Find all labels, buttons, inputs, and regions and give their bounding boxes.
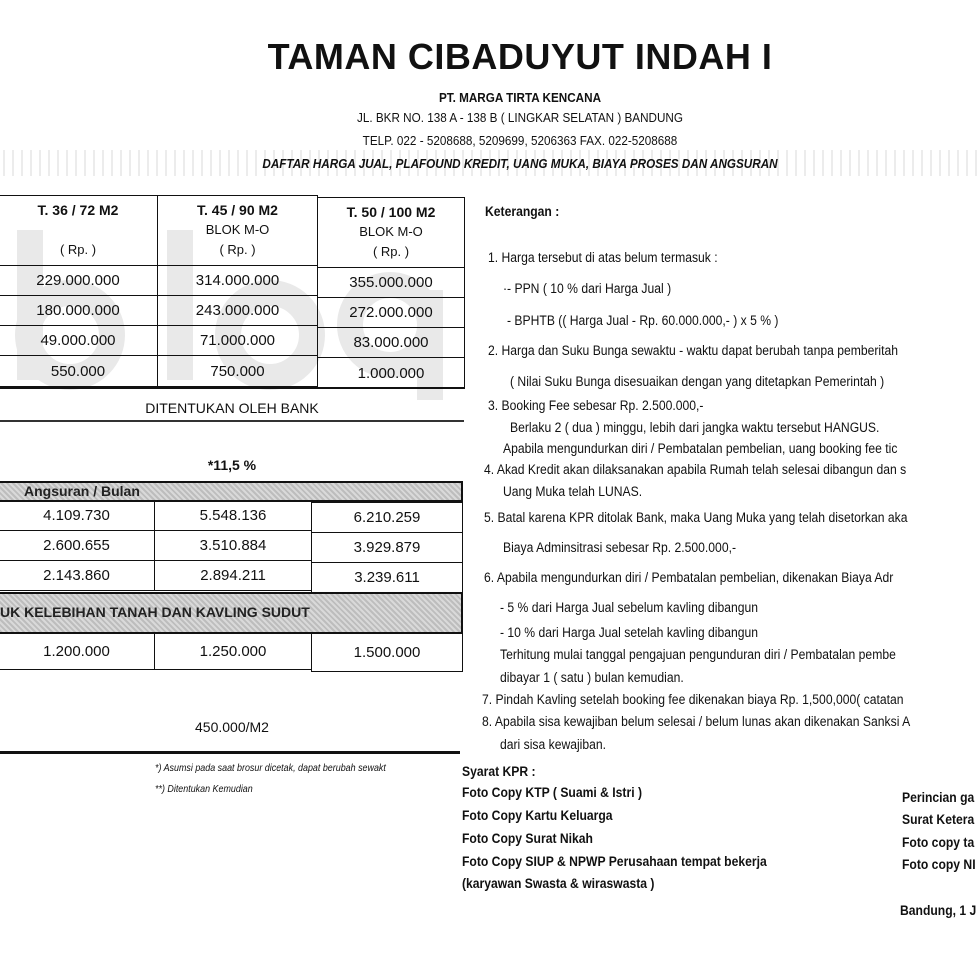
keterangan-line: 5. Batal karena KPR ditolak Bank, maka U… [484,510,908,525]
price-cell: 550.000 [0,355,158,387]
keterangan-line: dari sisa kewajiban. [500,737,607,752]
keterangan-line: 1. Harga tersebut di atas belum termasuk… [488,250,718,265]
column-blok: BLOK M-O [359,224,423,239]
keterangan-line: 6. Apabila mengundurkan diri / Pembatala… [484,570,894,585]
column-header-t50: T. 50 / 100 M2 BLOK M-O ( Rp. ) [317,197,465,268]
syarat-item: Foto Copy Surat Nikah [462,831,593,846]
price-list-subtitle: DAFTAR HARGA JUAL, PLAFOUND KREDIT, UANG… [262,156,778,171]
keterangan-line: 2. Harga dan Suku Bunga sewaktu - waktu … [488,343,899,358]
installment-cell: 2.894.211 [154,560,312,591]
keterangan-line: - 5 % dari Harga Jual sebelum kavling di… [500,600,759,615]
scan-noise-band [0,150,980,176]
syarat-item: Foto Copy SIUP & NPWP Perusahaan tempat … [462,854,767,869]
syarat-right-item: Perincian ga [902,790,975,805]
keterangan-line: dibayar 1 ( satu ) bulan kemudian. [500,670,684,685]
excess-cell: 1.500.000 [311,632,463,672]
column-header-t36: T. 36 / 72 M2 ( Rp. ) [0,195,158,266]
column-unit: ( Rp. ) [372,244,410,259]
excess-land-header: UK KELEBIHAN TANAH DAN KAVLING SUDUT [0,592,463,634]
column-unit: ( Rp. ) [219,242,256,257]
price-cell: 750.000 [157,355,318,387]
column-blok [76,220,80,240]
keterangan-line: 3. Booking Fee sebesar Rp. 2.500.000,- [488,398,704,413]
price-cell: 83.000.000 [317,327,465,358]
installment-cell: 2.600.655 [0,530,155,561]
syarat-title: Syarat KPR : [462,764,536,779]
installment-cell: 3.239.611 [311,562,463,593]
keterangan-line: 4. Akad Kredit akan dilaksanakan apabila… [484,462,907,477]
keterangan-line: Apabila mengundurkan diri / Pembatalan p… [503,441,898,456]
keterangan-line: 7. Pindah Kavling setelah booking fee di… [482,692,904,707]
syarat-right-item: Surat Ketera [902,812,975,827]
price-cell: 272.000.000 [317,297,465,328]
installment-cell: 3.510.884 [154,530,312,561]
installment-cell: 6.210.259 [311,502,463,533]
price-cell: 355.000.000 [317,267,465,298]
phone: TELP. 022 - 5208688, 5209699, 5206363 FA… [362,133,678,148]
syarat-item: (karyawan Swasta & wiraswasta ) [462,876,655,891]
column-blok: BLOK M-O [205,222,270,237]
installment-cell: 4.109.730 [0,500,155,531]
installment-cell: 2.143.860 [0,560,155,591]
bank-note: DITENTUKAN OLEH BANK [145,400,319,416]
syarat-right-item: Foto copy ta [902,835,975,850]
page-title: TAMAN CIBADUYUT INDAH I [267,36,773,77]
address: JL. BKR NO. 138 A - 138 B ( LINGKAR SELA… [357,110,683,125]
price-cell: 229.000.000 [0,265,158,296]
excess-cell: 1.200.000 [0,632,155,670]
divider [0,751,460,754]
price-cell: 180.000.000 [0,295,158,326]
keterangan-line: ·- PPN ( 10 % dari Harga Jual ) [503,281,672,296]
price-cell: 243.000.000 [157,295,318,326]
syarat-item: Foto Copy Kartu Keluarga [462,808,613,823]
divider [0,420,464,422]
footnote: *) Asumsi pada saat brosur dicetak, dapa… [155,762,386,774]
divider [0,387,464,389]
price-cell: 314.000.000 [157,265,318,296]
syarat-right-item: Foto copy NI [902,857,976,872]
syarat-item: Foto Copy KTP ( Suami & Istri ) [462,785,643,800]
installment-cell: 5.548.136 [154,500,312,531]
installment-header: Angsuran / Bulan [0,481,463,502]
date-line: Bandung, 1 J [900,903,977,918]
installment-cell: 3.929.879 [311,532,463,563]
keterangan-line: Berlaku 2 ( dua ) minggu, lebih dari jan… [510,420,880,435]
price-cell: 49.000.000 [0,325,158,356]
excess-cell: 1.250.000 [154,632,312,670]
keterangan-line: Biaya Adminsitrasi sebesar Rp. 2.500.000… [503,540,737,555]
interest-rate: *11,5 % [207,457,257,473]
keterangan-line: ( Nilai Suku Bunga disesuaikan dengan ya… [510,374,885,389]
column-type: T. 36 / 72 M2 [37,202,119,218]
excess-price-per-m2: 450.000/M2 [195,719,269,735]
column-type: T. 45 / 90 M2 [197,202,278,218]
keterangan-line: Terhitung mulai tanggal pengajuan pengun… [500,647,896,662]
column-unit: ( Rp. ) [59,242,97,257]
footnote: **) Ditentukan Kemudian [155,783,253,795]
column-type: T. 50 / 100 M2 [346,204,436,220]
column-header-t45: T. 45 / 90 M2 BLOK M-O ( Rp. ) [157,195,318,266]
keterangan-line: - 10 % dari Harga Jual setelah kavling d… [500,625,759,640]
price-cell: 1.000.000 [317,357,465,389]
keterangan-line: 8. Apabila sisa kewajiban belum selesai … [482,714,911,729]
price-cell: 71.000.000 [157,325,318,356]
company-name: PT. MARGA TIRTA KENCANA [438,90,602,105]
keterangan-title: Keterangan : [485,204,560,219]
keterangan-line: - BPHTB (( Harga Jual - Rp. 60.000.000,-… [507,313,779,328]
keterangan-line: Uang Muka telah LUNAS. [503,484,643,499]
